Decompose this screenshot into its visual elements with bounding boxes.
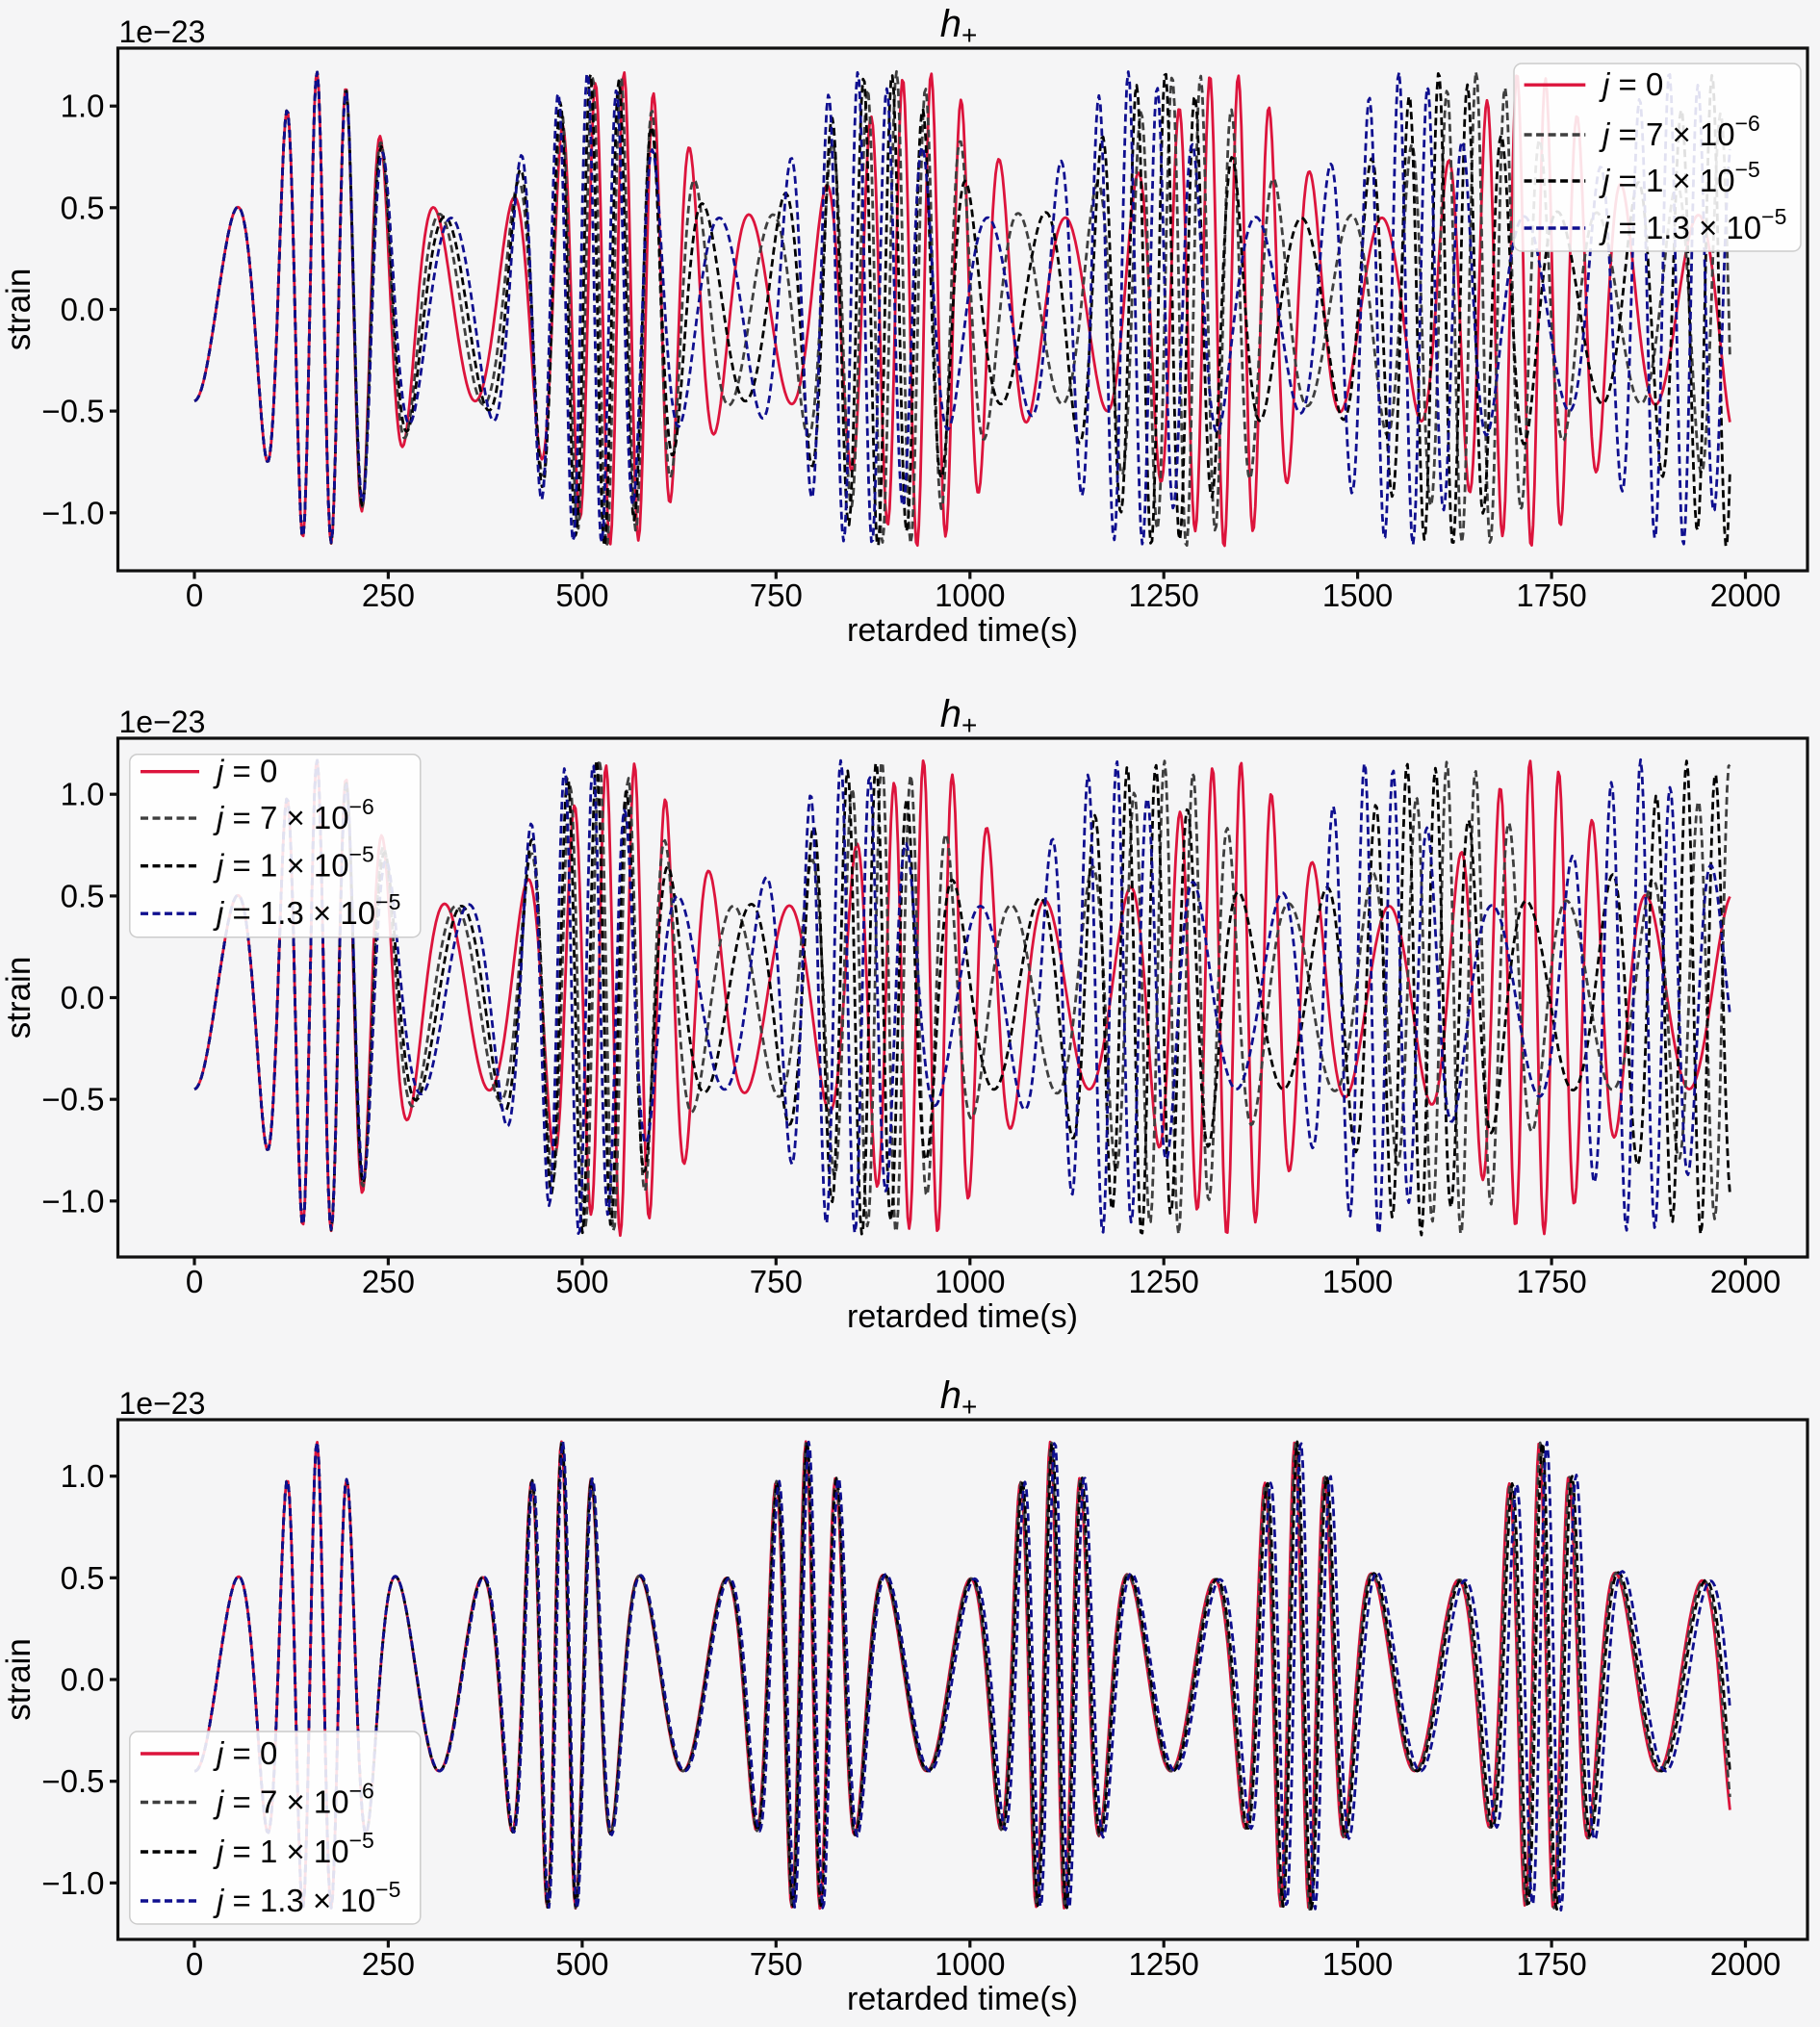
svg-text:1e−23: 1e−23 <box>119 14 206 49</box>
svg-text:2000: 2000 <box>1710 1946 1781 1982</box>
svg-text:1500: 1500 <box>1322 1264 1393 1299</box>
svg-text:−1.0: −1.0 <box>41 495 104 530</box>
svg-text:0: 0 <box>186 1264 203 1299</box>
svg-text:0.0: 0.0 <box>61 1662 105 1698</box>
svg-text:1250: 1250 <box>1128 577 1198 613</box>
svg-text:retarded time(s): retarded time(s) <box>847 1981 1078 2017</box>
svg-text:0.5: 0.5 <box>61 190 105 225</box>
svg-text:h+: h+ <box>940 693 978 740</box>
svg-text:1750: 1750 <box>1516 1264 1586 1299</box>
svg-text:1750: 1750 <box>1516 1946 1586 1982</box>
svg-text:j = 0: j = 0 <box>213 754 277 789</box>
svg-text:1000: 1000 <box>935 1264 1005 1299</box>
svg-text:0.5: 0.5 <box>61 878 105 913</box>
svg-text:strain: strain <box>0 269 38 351</box>
svg-text:j = 7 × 10−6: j = 7 × 10−6 <box>1599 111 1760 152</box>
svg-text:−0.5: −0.5 <box>41 394 104 429</box>
svg-text:2000: 2000 <box>1710 1264 1781 1299</box>
svg-text:−0.5: −0.5 <box>41 1082 104 1117</box>
svg-text:1250: 1250 <box>1128 1946 1198 1982</box>
svg-text:j = 1 × 10−5: j = 1 × 10−5 <box>213 1828 374 1869</box>
svg-text:500: 500 <box>555 577 608 613</box>
svg-text:1000: 1000 <box>935 1946 1005 1982</box>
svg-text:0.0: 0.0 <box>61 980 105 1015</box>
svg-text:1500: 1500 <box>1322 1946 1393 1982</box>
svg-text:500: 500 <box>555 1264 608 1299</box>
svg-text:j = 1 × 10−5: j = 1 × 10−5 <box>213 842 374 884</box>
svg-text:j = 0: j = 0 <box>213 1735 277 1771</box>
svg-text:1.0: 1.0 <box>61 777 105 812</box>
svg-text:0.0: 0.0 <box>61 292 105 327</box>
svg-text:1500: 1500 <box>1322 577 1393 613</box>
svg-text:1.0: 1.0 <box>61 89 105 124</box>
svg-text:−1.0: −1.0 <box>41 1183 104 1219</box>
svg-text:0: 0 <box>186 1946 203 1982</box>
svg-text:250: 250 <box>362 577 415 613</box>
svg-text:−0.5: −0.5 <box>41 1763 104 1799</box>
svg-text:−1.0: −1.0 <box>41 1865 104 1901</box>
svg-text:strain: strain <box>0 957 38 1039</box>
svg-text:750: 750 <box>750 1946 803 1982</box>
svg-text:j = 1.3 × 10−5: j = 1.3 × 10−5 <box>213 1877 400 1918</box>
svg-text:250: 250 <box>362 1946 415 1982</box>
svg-text:j = 7 × 10−6: j = 7 × 10−6 <box>213 794 374 835</box>
svg-text:2000: 2000 <box>1710 577 1781 613</box>
svg-text:0: 0 <box>186 577 203 613</box>
svg-text:1.0: 1.0 <box>61 1458 105 1494</box>
svg-text:1250: 1250 <box>1128 1264 1198 1299</box>
svg-text:1e−23: 1e−23 <box>119 1386 206 1421</box>
svg-text:500: 500 <box>555 1946 608 1982</box>
svg-text:j = 1.3 × 10−5: j = 1.3 × 10−5 <box>213 889 400 931</box>
svg-text:j = 1.3 × 10−5: j = 1.3 × 10−5 <box>1599 204 1786 245</box>
svg-text:0.5: 0.5 <box>61 1560 105 1596</box>
svg-text:retarded time(s): retarded time(s) <box>847 1298 1078 1335</box>
svg-text:750: 750 <box>750 1264 803 1299</box>
svg-text:j = 7 × 10−6: j = 7 × 10−6 <box>213 1779 374 1820</box>
svg-text:retarded time(s): retarded time(s) <box>847 612 1078 649</box>
svg-text:1750: 1750 <box>1516 577 1586 613</box>
svg-text:250: 250 <box>362 1264 415 1299</box>
svg-text:j = 1 × 10−5: j = 1 × 10−5 <box>1599 157 1760 198</box>
svg-text:strain: strain <box>0 1638 38 1721</box>
svg-text:750: 750 <box>750 577 803 613</box>
svg-text:1e−23: 1e−23 <box>119 705 206 739</box>
svg-text:1000: 1000 <box>935 577 1005 613</box>
svg-text:j = 0: j = 0 <box>1599 66 1663 102</box>
